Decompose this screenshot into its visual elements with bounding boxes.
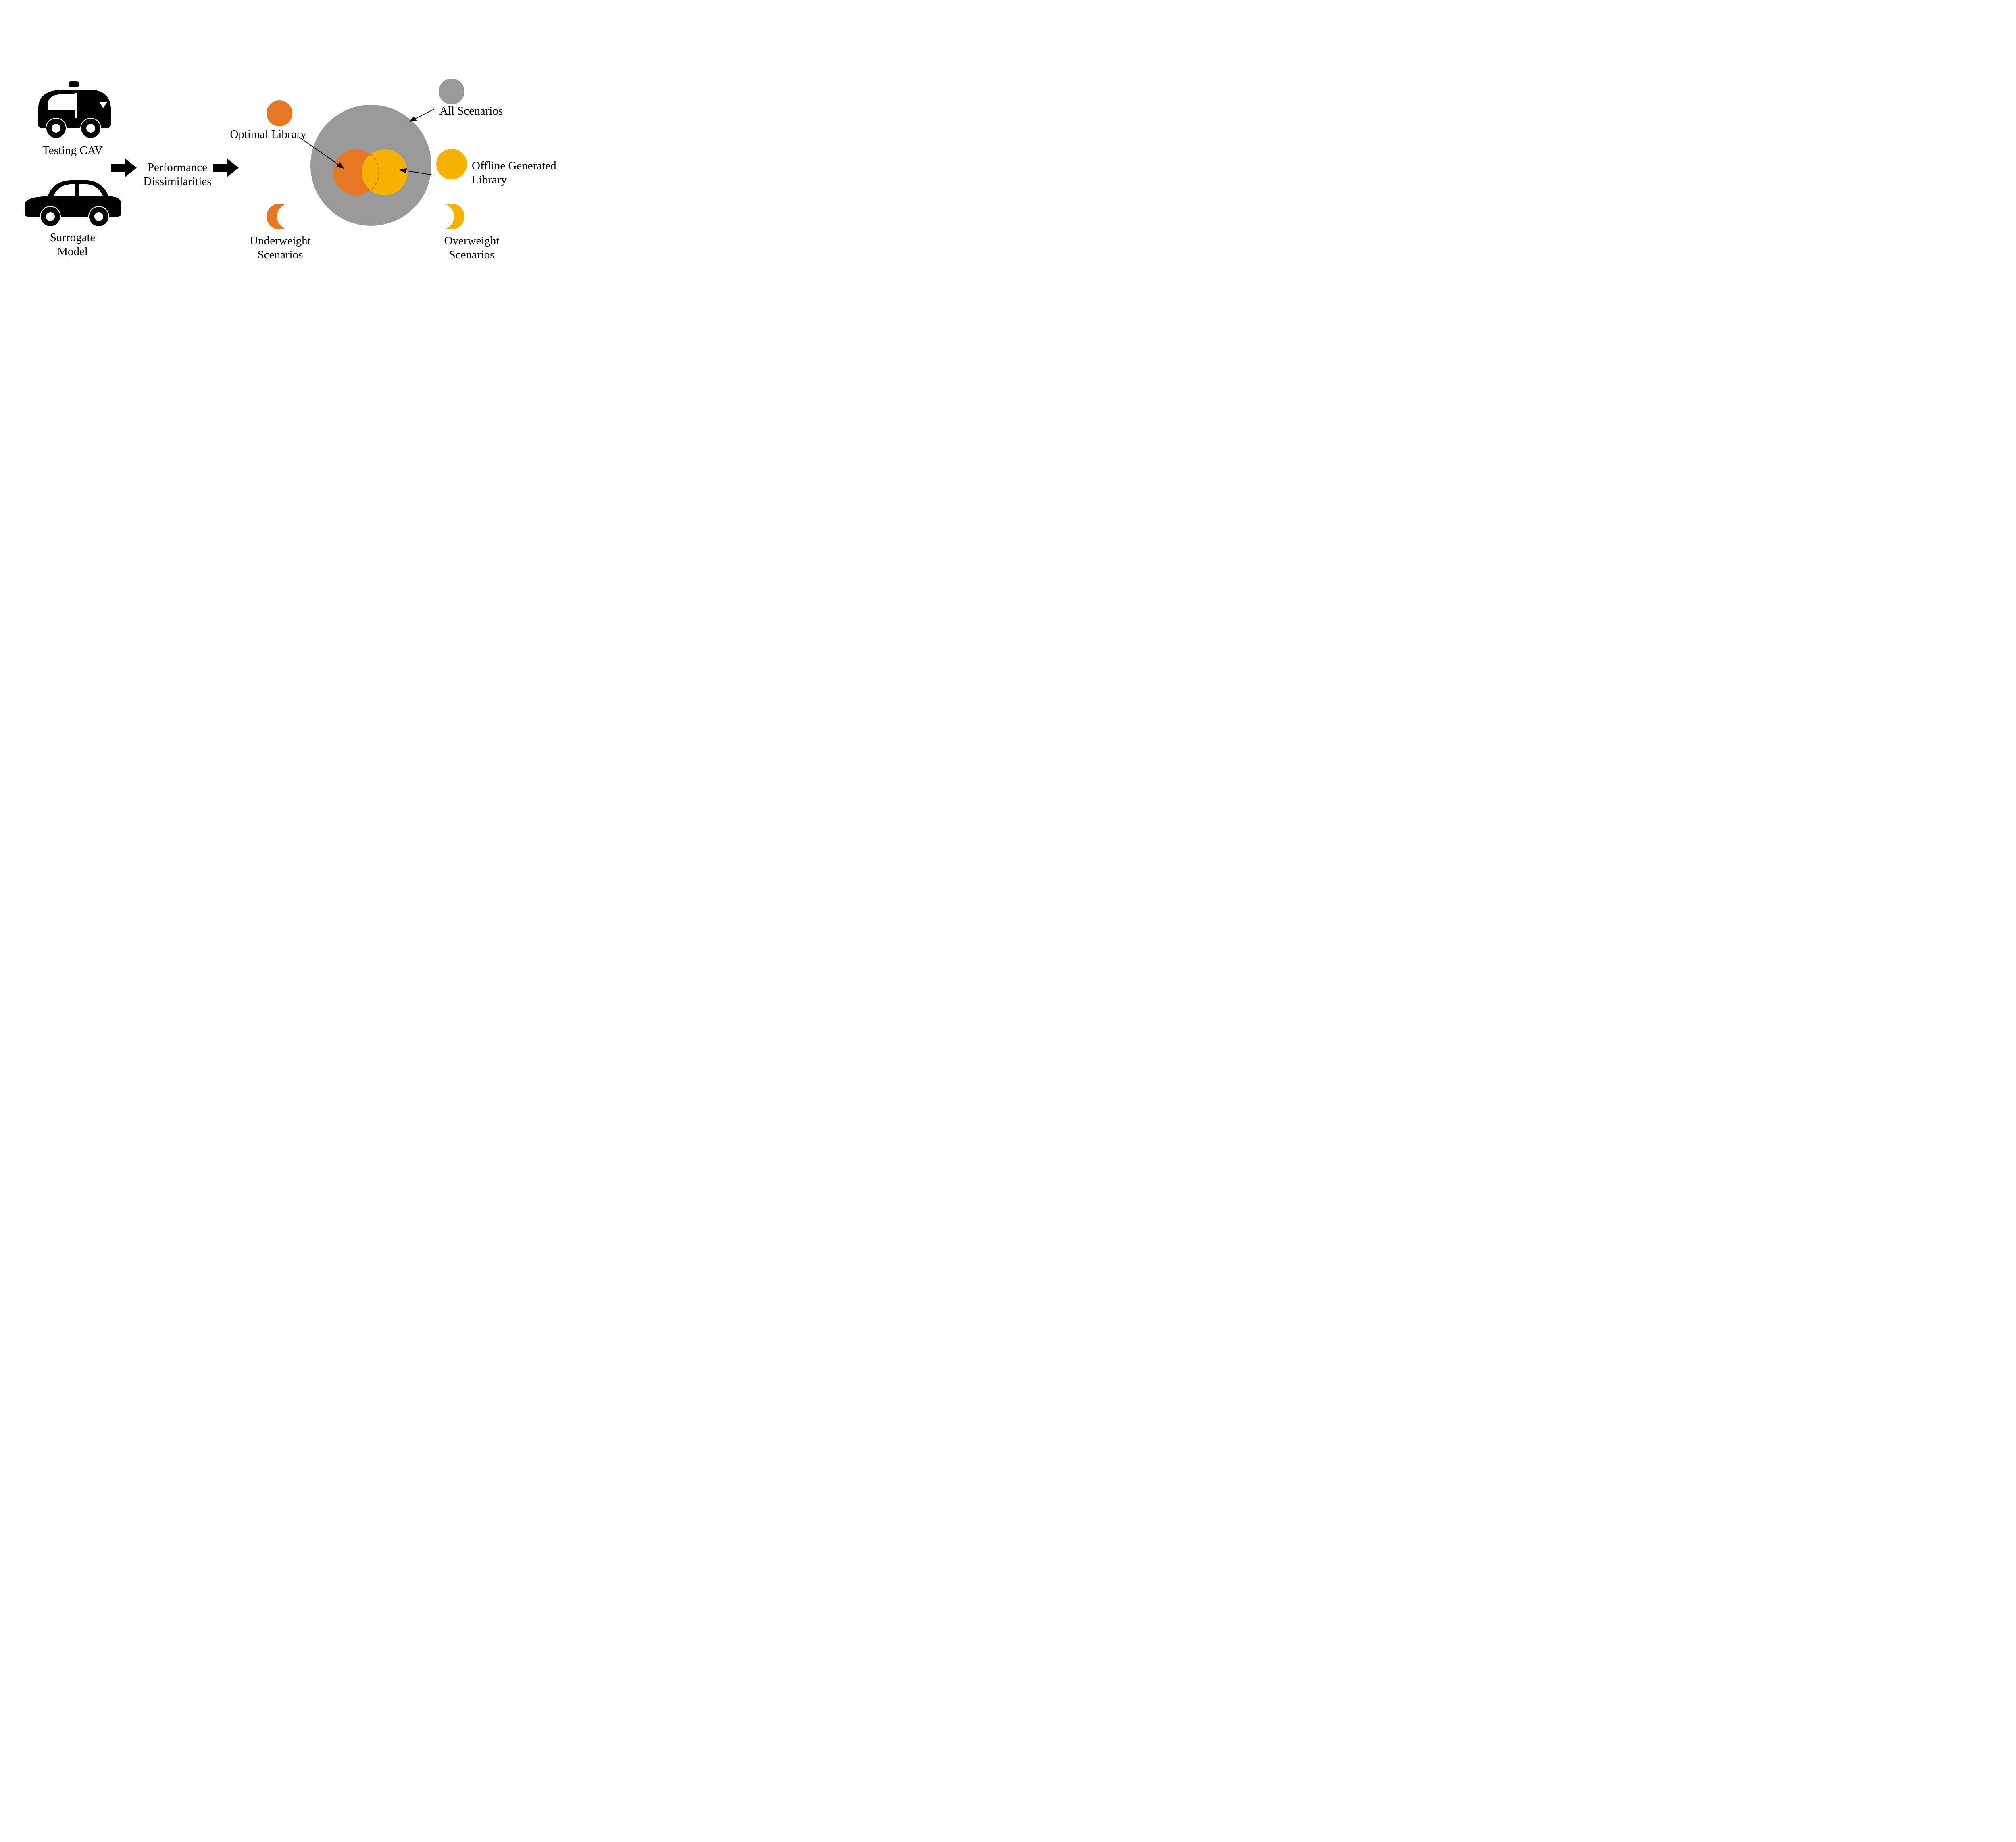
- optimal-library-label: Optimal Library: [226, 127, 310, 142]
- legend-orange-crescent: [267, 204, 303, 229]
- legend-yellow-dot: [436, 149, 467, 179]
- surrogate-model-label: Surrogate Model: [24, 231, 121, 259]
- diagram-canvas: Testing CAV Surrogate Model Performance …: [0, 0, 593, 387]
- legend-grey-dot: [439, 79, 464, 104]
- testing-cav-label: Testing CAV: [24, 144, 121, 158]
- sedan-car-icon: [22, 175, 123, 228]
- offline-generated-library-label: Offline Generated Library: [472, 159, 577, 187]
- performance-dissimilarities-label: Performance Dissimilarities: [137, 160, 218, 189]
- legend-orange-dot: [267, 100, 292, 126]
- offline-library-circle: [362, 149, 408, 195]
- autonomous-car-icon: [30, 81, 115, 141]
- all-scenarios-label: All Scenarios: [439, 104, 528, 118]
- overweight-scenarios-label: Overweight Scenarios: [427, 234, 516, 262]
- pointer-all-scenarios: [410, 109, 434, 121]
- flow-arrow-2-icon: [213, 158, 239, 177]
- legend-yellow-crescent: [428, 204, 464, 229]
- underweight-scenarios-label: Underweight Scenarios: [238, 234, 323, 262]
- flow-arrow-1-icon: [111, 158, 137, 177]
